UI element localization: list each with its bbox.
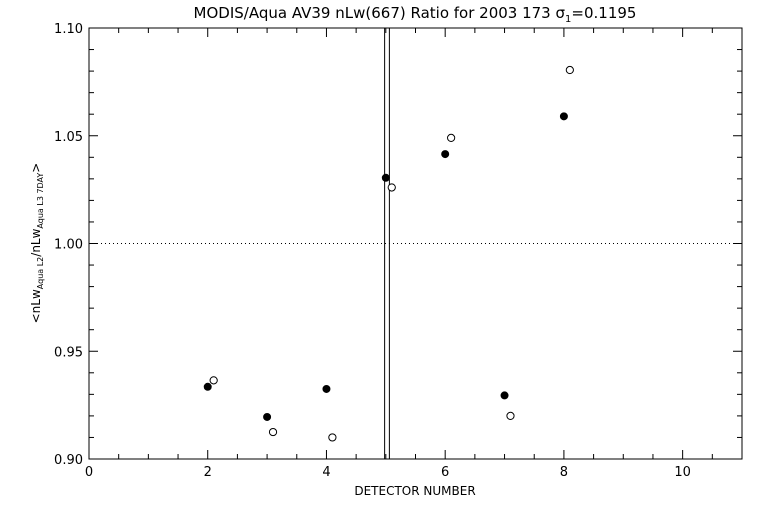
x-tick-labels: 0 2 4 6 8 10 <box>85 465 691 480</box>
open-point <box>328 433 337 442</box>
y-axis-label: <nLwAqua L2/nLwAqua L3 7DAY> <box>29 163 45 324</box>
vertical-lines <box>384 28 390 459</box>
plot-frame <box>88 27 743 460</box>
y-tick-labels: 0.90 0.95 1.00 1.05 1.10 <box>54 22 83 468</box>
x-tick-label: 4 <box>322 465 330 480</box>
filled-point <box>500 391 509 400</box>
y-tick-label: 0.90 <box>54 453 83 468</box>
open-point <box>209 376 218 385</box>
open-point <box>387 183 396 192</box>
x-axis-label: DETECTOR NUMBER <box>354 484 475 498</box>
x-tick-label: 0 <box>85 465 93 480</box>
axis-ticks <box>88 27 743 460</box>
filled-point <box>559 112 568 121</box>
open-point <box>565 65 574 75</box>
open-point <box>447 133 456 143</box>
y-tick-label: 1.05 <box>54 130 83 145</box>
data-points <box>203 65 574 442</box>
chart-title: MODIS/Aqua AV39 nLw(667) Ratio for 2003 … <box>194 4 637 25</box>
x-tick-label: 6 <box>441 465 449 480</box>
x-tick-label: 2 <box>204 465 212 480</box>
filled-point <box>381 173 390 182</box>
open-point <box>506 411 515 420</box>
filled-point <box>322 384 331 393</box>
x-tick-label: 8 <box>560 465 568 480</box>
filled-point <box>263 412 272 421</box>
y-tick-label: 1.00 <box>54 238 83 253</box>
filled-point <box>203 382 212 391</box>
filled-point <box>441 150 450 159</box>
open-point <box>268 427 278 437</box>
y-tick-label: 0.95 <box>54 345 83 360</box>
x-tick-label: 10 <box>674 465 691 480</box>
y-tick-label: 1.10 <box>54 22 83 37</box>
